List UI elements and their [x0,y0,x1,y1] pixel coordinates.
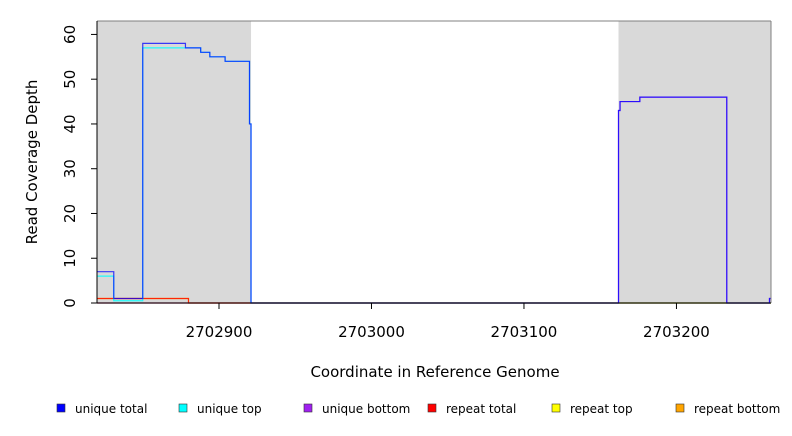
legend-swatch-repeat-bottom [675,403,685,413]
legend-swatch-repeat-total [427,403,437,413]
y-tick-label-60: 60 [61,25,79,44]
x-tick-label-2703100: 2703100 [491,323,558,341]
y-axis-title: Read Coverage Depth [23,80,41,245]
legend-label-unique-top: unique top [197,402,262,416]
y-tick-label-50: 50 [61,70,79,89]
tick-labels: 2702900 2703000 2703100 2703200 0 10 20 30 40 50 6… [61,25,710,341]
legend-swatch-unique-total [56,403,66,413]
legend-swatch-repeat-top [551,403,561,413]
x-tick-label-2703000: 2703000 [338,323,405,341]
x-tick-label-2702900: 2702900 [186,323,253,341]
series-lines [97,42,771,304]
legend-label-repeat-bottom: repeat bottom [694,402,780,416]
x-tick-label-2703200: 2703200 [643,323,710,341]
y-tick-label-10: 10 [61,249,79,268]
y-tick-label-20: 20 [61,204,79,223]
legend-swatch-unique-bottom [303,403,313,413]
y-tick-label-40: 40 [61,114,79,133]
legend-label-repeat-top: repeat top [570,402,633,416]
y-tick-label-30: 30 [61,159,79,178]
legend: unique total unique top unique bottom repea… [56,402,780,416]
legend-label-unique-bottom: unique bottom [322,402,410,416]
axes [91,20,772,309]
shaded-region-1 [618,21,771,303]
y-tick-label-0: 0 [61,298,79,308]
legend-label-unique-total: unique total [75,402,147,416]
series-line-unique-total [97,42,771,304]
x-axis-title: Coordinate in Reference Genome [310,363,559,381]
shaded-regions [97,21,771,303]
legend-label-repeat-total: repeat total [446,402,516,416]
shaded-region-0 [97,21,252,303]
legend-swatch-unique-top [178,403,188,413]
